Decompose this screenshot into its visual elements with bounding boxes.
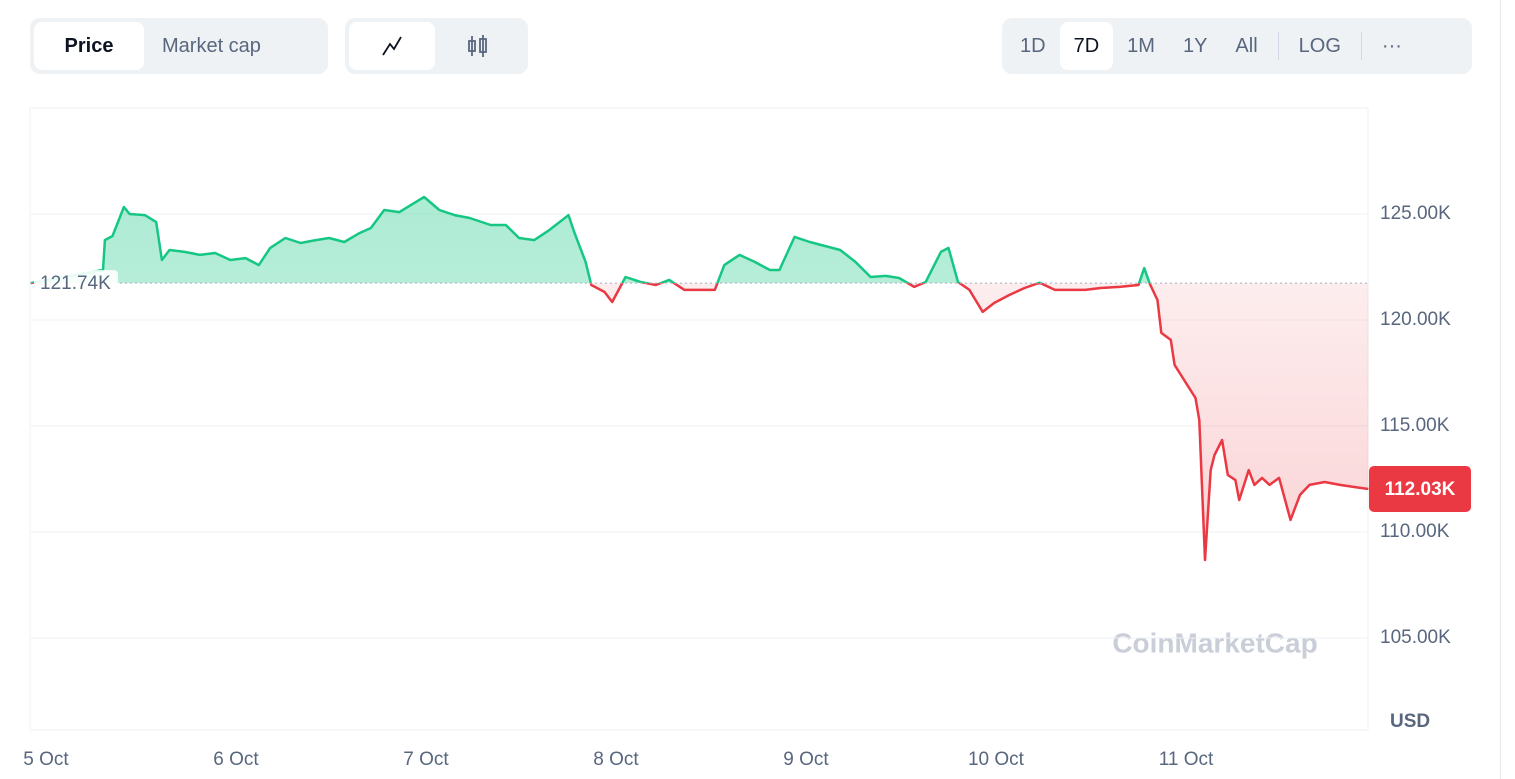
range-7d[interactable]: 7D xyxy=(1059,22,1114,70)
separator xyxy=(1277,32,1279,60)
market-cap-button[interactable]: Market cap xyxy=(162,34,261,57)
view-toggle: Price Market cap xyxy=(30,18,328,74)
price-button[interactable]: Price xyxy=(34,22,144,70)
current-price-label: 112.03K xyxy=(1385,479,1456,500)
x-tick-label: 8 Oct xyxy=(593,749,639,770)
y-tick-label: 115.00K xyxy=(1380,415,1450,436)
range-1m[interactable]: 1M xyxy=(1127,34,1155,57)
range-1y[interactable]: 1Y xyxy=(1182,34,1208,57)
x-tick-label: 10 Oct xyxy=(968,749,1025,770)
x-tick-label: 11 Oct xyxy=(1159,749,1214,770)
log-button[interactable]: LOG xyxy=(1298,34,1341,57)
line-icon xyxy=(382,36,402,56)
area-up xyxy=(30,197,1150,284)
line-chart-button[interactable] xyxy=(349,22,435,70)
y-tick-label: 105.00K xyxy=(1380,627,1451,648)
range-all[interactable]: All xyxy=(1235,34,1258,57)
x-tick-label: 5 Oct xyxy=(23,749,69,770)
current-price-tag xyxy=(1369,465,1471,512)
x-tick-label: 9 Oct xyxy=(783,749,829,770)
scroll-edge xyxy=(1500,0,1501,779)
x-tick-label: 7 Oct xyxy=(403,749,449,770)
candle-chart-button[interactable] xyxy=(435,22,521,70)
more-button[interactable]: ··· xyxy=(1381,34,1402,57)
separator xyxy=(1360,32,1362,60)
line-down xyxy=(30,283,1369,562)
watermark: CoinMarketCap xyxy=(1112,627,1317,658)
y-tick-label: 125.00K xyxy=(1380,203,1451,224)
line-up xyxy=(30,195,1151,284)
range-1d[interactable]: 1D xyxy=(1020,34,1046,57)
candle-icon xyxy=(468,35,487,57)
chart-type-toggle xyxy=(345,18,528,74)
y-tick-label: 110.00K xyxy=(1380,521,1450,542)
unit-label: USD xyxy=(1390,711,1430,732)
x-tick-label: 6 Oct xyxy=(213,749,259,770)
range-toggle: 1D 7D 1M 1Y All LOG ··· xyxy=(1002,18,1472,74)
baseline-label-bg xyxy=(34,270,118,297)
baseline-label: 121.74K xyxy=(40,273,111,294)
area-down xyxy=(30,283,1369,560)
y-tick-label: 120.00K xyxy=(1380,309,1451,330)
